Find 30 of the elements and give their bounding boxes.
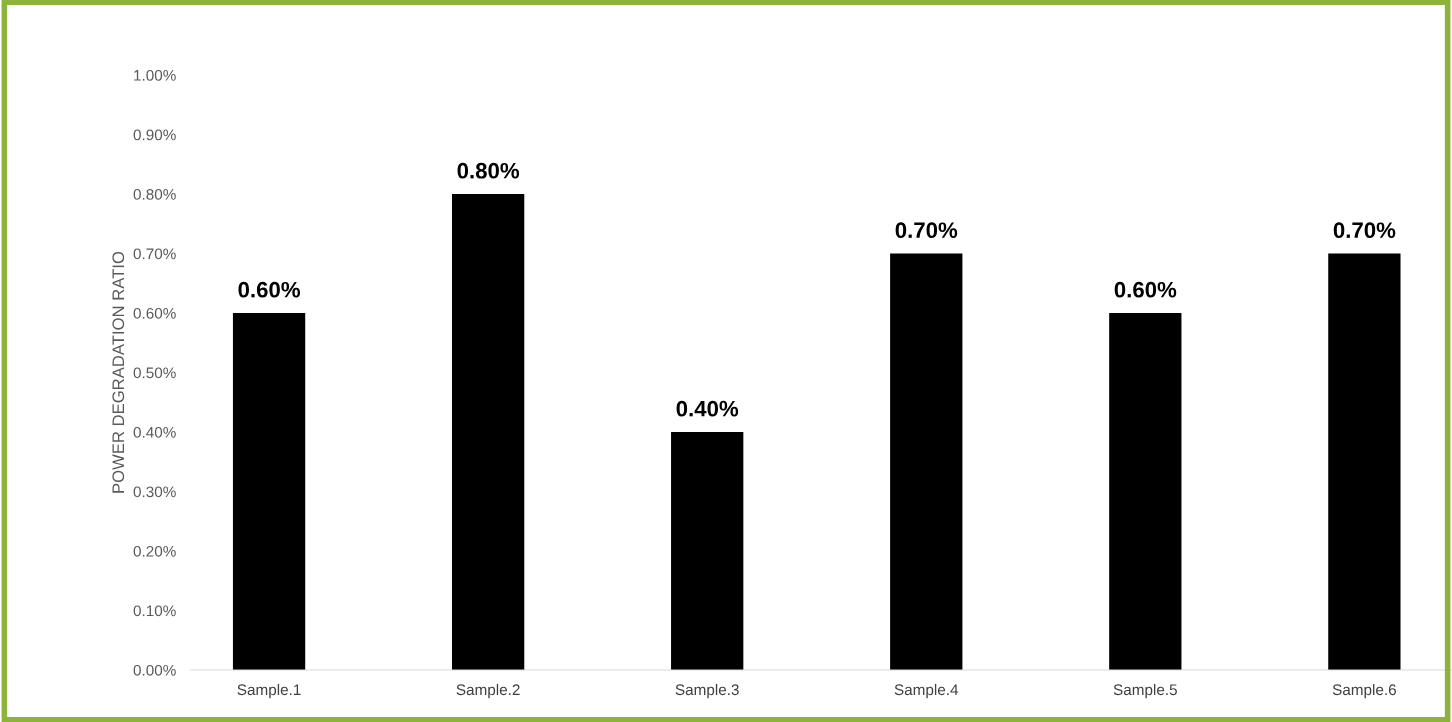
y-tick-label: 0.90% (133, 129, 176, 141)
y-tick-label: 0.00% (133, 664, 176, 676)
y-tick-label: 1.00% (134, 69, 176, 81)
y-tick-label: 0.30% (133, 486, 176, 498)
x-tick-label: Sample.3 (675, 683, 739, 699)
y-tick-label: 0.80% (133, 188, 176, 200)
data-label: 0.60% (238, 281, 300, 298)
y-axis-title: POWER DEGRADATION RATIO (112, 251, 125, 493)
data-label: 0.40% (676, 400, 739, 417)
data-label: 0.70% (895, 222, 958, 239)
bar (451, 194, 525, 671)
bar (671, 432, 744, 671)
x-tick-label: Sample.6 (1332, 683, 1396, 699)
y-tick-label: 0.60% (133, 307, 176, 319)
bar (1109, 313, 1182, 671)
data-label: 0.60% (1114, 281, 1177, 298)
y-tick-label: 0.40% (133, 426, 176, 438)
x-tick-label: Sample.4 (894, 683, 959, 699)
y-tick-label: 0.70% (133, 248, 176, 260)
x-tick-label: Sample.1 (237, 683, 301, 699)
bar (232, 313, 306, 671)
y-tick-label: 0.20% (133, 545, 176, 557)
y-tick-label: 0.10% (133, 605, 176, 617)
data-label: 0.70% (1333, 222, 1396, 239)
data-label: 0.80% (457, 162, 520, 179)
x-tick-label: Sample.5 (1113, 683, 1177, 699)
y-tick-label: 0.50% (133, 367, 176, 379)
bar (890, 253, 963, 671)
bar (1328, 253, 1401, 671)
x-tick-label: Sample.2 (456, 683, 520, 699)
